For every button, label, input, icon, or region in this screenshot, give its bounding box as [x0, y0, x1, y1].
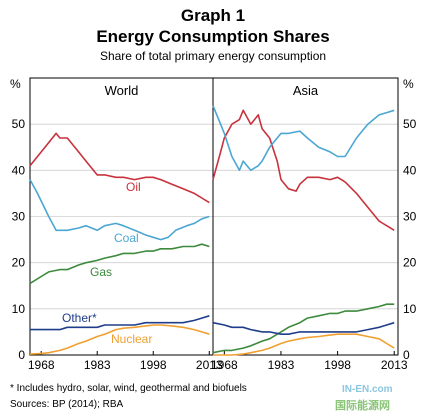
x-tick-label: 1968: [28, 358, 55, 372]
y-axis-unit: %: [10, 77, 21, 91]
x-tick-label: 1968: [211, 358, 238, 372]
series-label-oil: Oil: [126, 180, 141, 194]
series-line-other-world: [30, 315, 210, 331]
series-line-gas-asia: [212, 303, 395, 354]
series-line-nuclear-world: [29, 324, 210, 355]
x-tick-label: 1998: [140, 358, 167, 372]
y-tick-label: 40: [12, 163, 26, 177]
watermark-logo: 国际能源网: [335, 400, 390, 412]
series-line-coal-world: [29, 179, 210, 241]
y-tick-label: 30: [12, 210, 26, 224]
panel-title: World: [105, 83, 139, 98]
series-line-gas-world: [29, 243, 210, 285]
x-tick-label: 2013: [196, 358, 223, 372]
chart-subtitle: Energy Consumption Shares: [96, 27, 330, 46]
sources: Sources: BP (2014); RBA: [10, 399, 124, 410]
y-tick-label: 50: [403, 117, 417, 131]
y-tick-label: 30: [403, 210, 417, 224]
panel-title: Asia: [293, 83, 319, 98]
y-axis-unit: %: [403, 77, 414, 91]
x-tick-label: 1998: [324, 358, 351, 372]
panel-asia: 0 10 20 30 40 50% 1968 1983 1998 2013 Asia: [211, 77, 417, 372]
y-tick-label: 50: [12, 117, 26, 131]
series-label-other: Other*: [62, 311, 97, 325]
plot-frame: [212, 77, 399, 356]
y-tick-label: 40: [403, 163, 417, 177]
y-tick-label: 10: [403, 302, 417, 316]
watermark-url: IN-EN.com: [342, 384, 393, 395]
series-label-gas: Gas: [90, 265, 112, 279]
series-label-nuclear: Nuclear: [111, 332, 152, 346]
series-line-other-asia: [212, 321, 395, 335]
y-tick-label: 0: [403, 348, 410, 362]
chart-title: Graph 1: [180, 6, 246, 25]
series-line-coal-asia: [212, 105, 395, 172]
series-line-nuclear-asia: [213, 333, 395, 356]
footnote: * Includes hydro, solar, wind, geotherma…: [10, 383, 247, 394]
y-tick-label: 0: [18, 348, 25, 362]
x-tick-label: 1983: [84, 358, 111, 372]
chart-caption: Share of total primary energy consumptio…: [99, 49, 327, 63]
series-line-oil-asia: [212, 109, 395, 231]
y-tick-label: 20: [403, 256, 417, 270]
series-labels: Oil Coal Gas Other* Nuclear: [62, 180, 152, 346]
series-line-oil-world: [29, 132, 210, 204]
y-tick-label: 10: [12, 302, 26, 316]
series-label-coal: Coal: [114, 231, 139, 245]
y-tick-label: 20: [12, 256, 26, 270]
panel-world: 0 10 20 30 40 50% 1968 1983 1998 2013 World: [10, 77, 223, 372]
x-tick-label: 1983: [268, 358, 295, 372]
x-tick-label: 2013: [381, 358, 408, 372]
